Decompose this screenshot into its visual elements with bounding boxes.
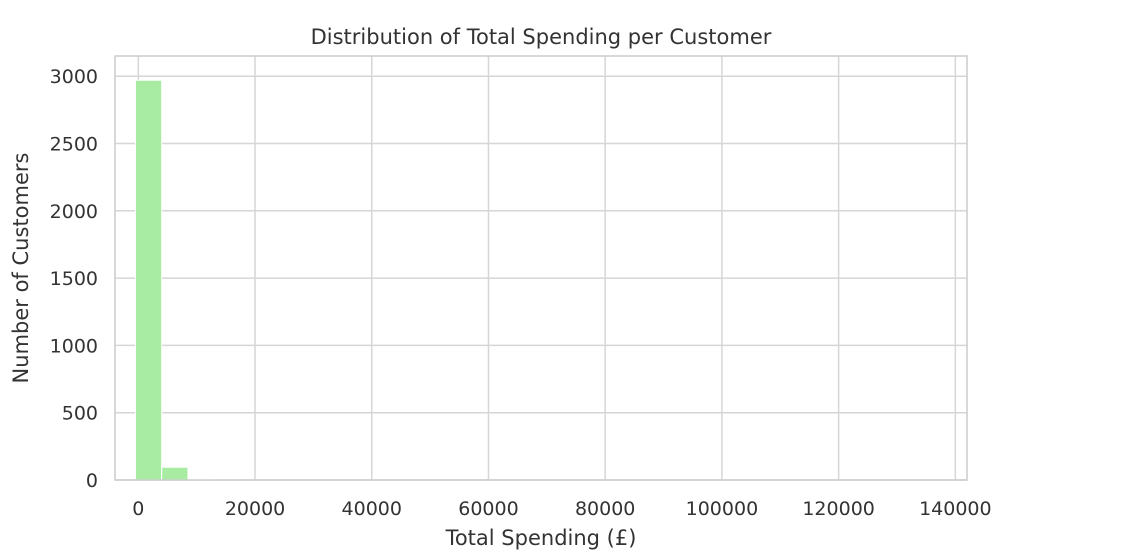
- y-tick-label: 1000: [50, 335, 98, 357]
- grid-lines: [115, 56, 967, 481]
- y-axis-ticks: 0 500 1000 1500 2000 2500 3000: [50, 66, 98, 492]
- plot-area-frame: [114, 55, 968, 481]
- x-tick-label: 20000: [225, 498, 285, 520]
- x-tick-label: 140000: [919, 498, 992, 520]
- y-axis-label: Number of Customers: [9, 153, 33, 384]
- y-tick-label: 0: [86, 470, 98, 492]
- chart-title: Distribution of Total Spending per Custo…: [311, 25, 772, 49]
- x-tick-label: 0: [132, 498, 144, 520]
- histogram-bars: [134, 79, 347, 481]
- y-tick-label: 2000: [50, 201, 98, 223]
- x-tick-label: 60000: [458, 498, 518, 520]
- histogram-bar: [161, 466, 189, 481]
- x-tick-label: 100000: [686, 498, 759, 520]
- x-tick-label: 120000: [802, 498, 875, 520]
- histogram-bar: [134, 79, 163, 481]
- x-axis-ticks: 0 20000 40000 60000 80000 100000 120000 140000: [132, 498, 991, 520]
- y-tick-label: 2500: [50, 133, 98, 155]
- y-tick-label: 1500: [50, 268, 98, 290]
- y-tick-label: 3000: [50, 66, 98, 88]
- y-tick-label: 500: [62, 403, 98, 425]
- x-axis-label: Total Spending (£): [445, 526, 637, 550]
- x-tick-label: 80000: [575, 498, 635, 520]
- x-tick-label: 40000: [342, 498, 402, 520]
